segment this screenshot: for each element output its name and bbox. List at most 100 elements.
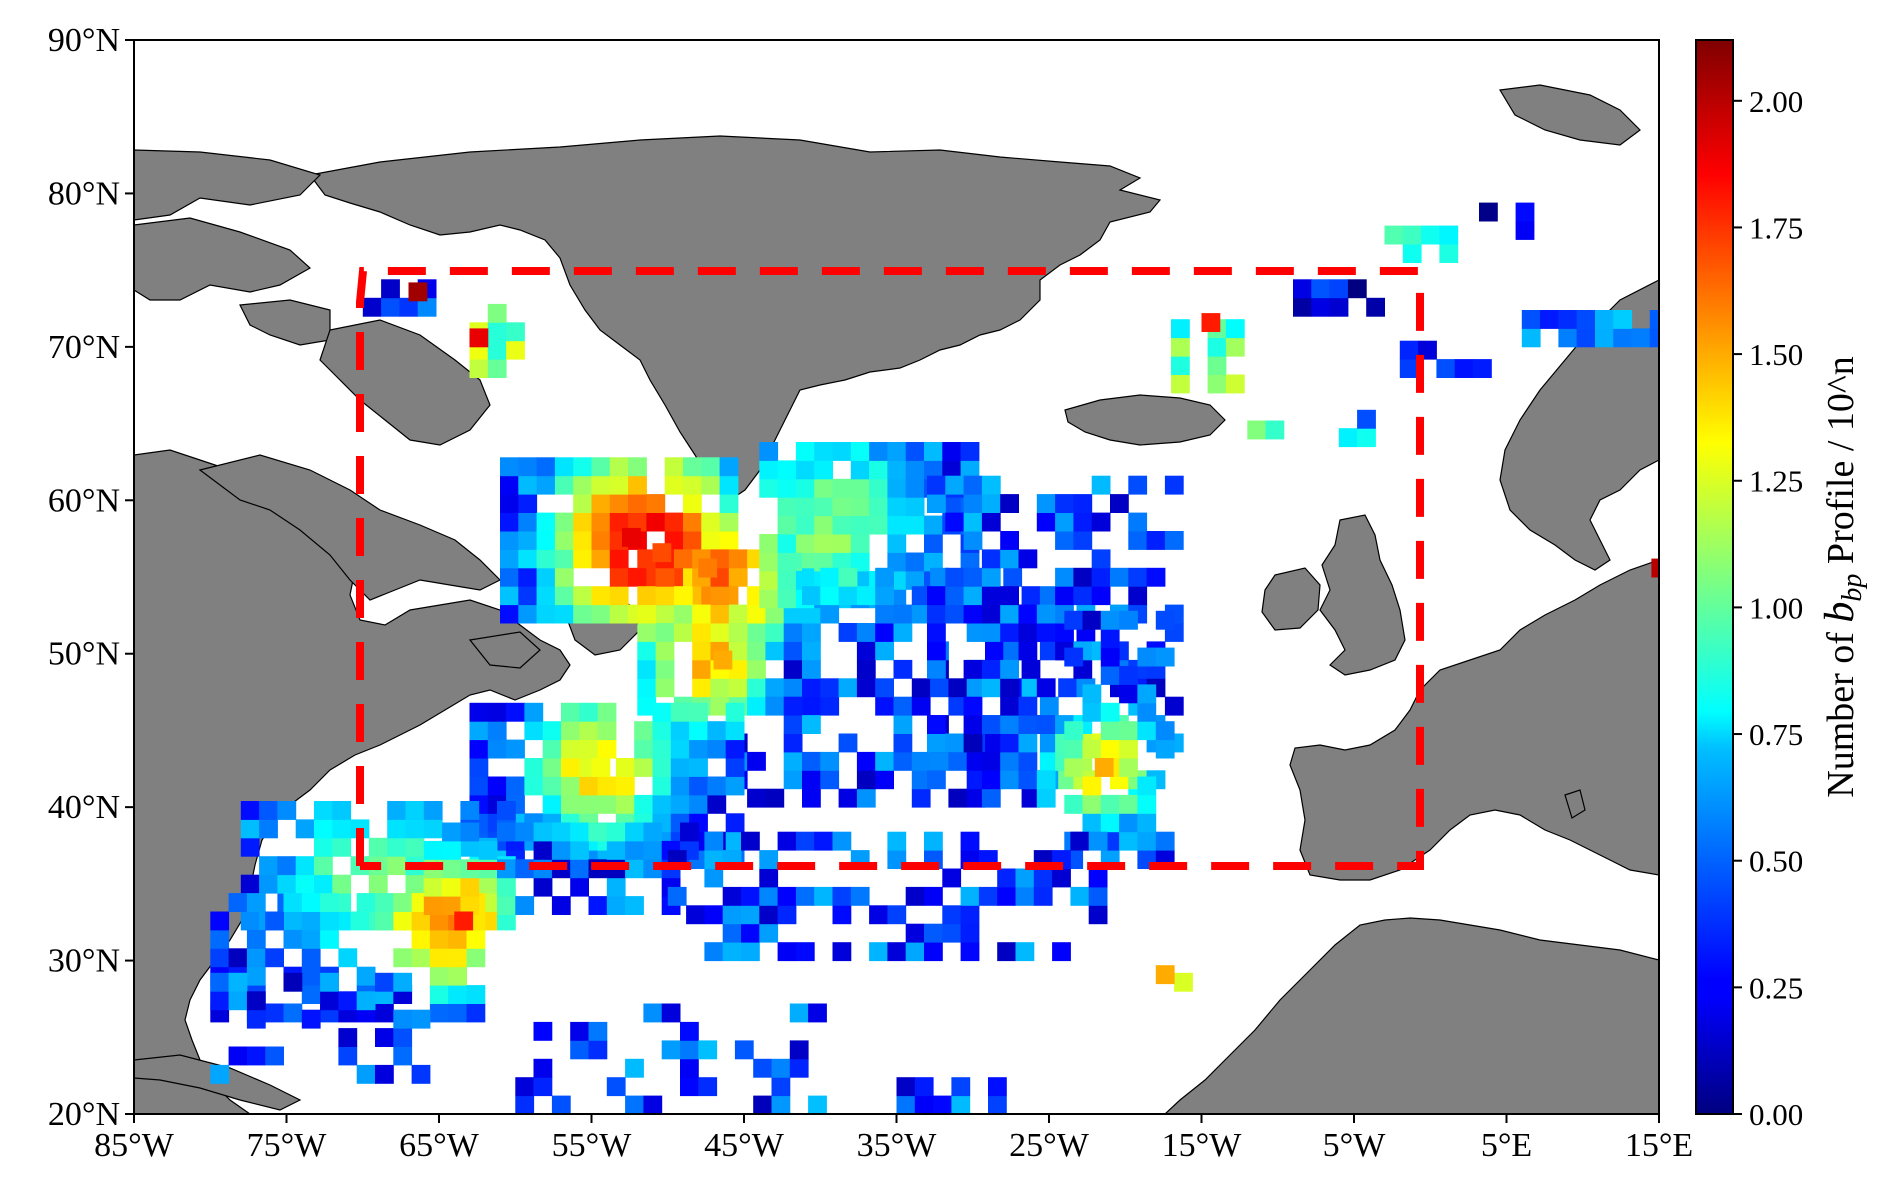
heatmap-cell [295, 874, 315, 894]
heatmap-cell [930, 678, 949, 698]
heatmap-cell [506, 702, 525, 722]
heatmap-cell [533, 1021, 553, 1041]
heatmap-cell [606, 1077, 626, 1097]
heatmap-cell [1100, 666, 1120, 685]
heatmap-cell [1070, 831, 1090, 851]
heatmap-cell [1036, 678, 1056, 698]
heatmap-cell [469, 359, 489, 378]
colorbar: 0.00 0.25 0.50 0.75 1.00 1.25 1.50 1.75 2.00 Num… [1695, 39, 1868, 1132]
heatmap-cell [442, 840, 461, 860]
heatmap-cell [338, 948, 358, 968]
heatmap-cell [637, 641, 657, 661]
heatmap-cell [905, 478, 925, 498]
heatmap-cell [609, 586, 629, 606]
heatmap-cell [579, 794, 599, 814]
heatmap-cell [820, 696, 840, 716]
heatmap-cell [573, 494, 592, 513]
heatmap-cell [246, 929, 266, 949]
heatmap-cell [609, 567, 629, 587]
heatmap-cell [948, 678, 968, 698]
heatmap-cell [893, 715, 913, 734]
heatmap-cell [1171, 356, 1190, 375]
heatmap-cell [1576, 310, 1596, 329]
heatmap-cell [1347, 279, 1367, 299]
landmass-ireland [1261, 567, 1321, 631]
heatmap-cell [945, 567, 965, 587]
heatmap-cell [869, 497, 888, 517]
heatmap-cell [405, 837, 425, 857]
heatmap-cell [814, 534, 833, 553]
heatmap-cell [802, 770, 821, 790]
heatmap-cell [1088, 886, 1108, 906]
heatmap-cell [771, 1077, 791, 1097]
heatmap-cell [625, 896, 644, 915]
heatmap-cell [887, 534, 907, 553]
heatmap-cell [606, 896, 626, 915]
heatmap-cell [597, 702, 617, 722]
heatmap-cell [1479, 202, 1498, 222]
heatmap-cell [777, 942, 797, 962]
heatmap-cell [1137, 702, 1157, 722]
heatmap-cell [1100, 629, 1120, 649]
heatmap-cell [1207, 337, 1227, 357]
heatmap-cell [704, 905, 724, 925]
heatmap-cell [628, 457, 647, 477]
heatmap-cell [759, 478, 779, 498]
heatmap-cell [1100, 739, 1120, 759]
heatmap-cell [561, 758, 580, 777]
heatmap-cell [924, 515, 943, 535]
heatmap-cell [240, 837, 260, 857]
landmass-iceland [1064, 394, 1226, 446]
heatmap-cell [802, 696, 821, 716]
heatmap-cell [375, 972, 394, 992]
heatmap-cell [820, 567, 840, 587]
heatmap-cell [301, 893, 321, 912]
landmass-great-britain [1319, 514, 1406, 676]
heatmap-cell [1018, 549, 1038, 569]
heatmap-cell [1207, 374, 1227, 394]
heatmap-cell [728, 659, 748, 679]
heatmap-cell [487, 322, 507, 342]
heatmap-cell [725, 813, 745, 833]
heatmap-cell [838, 788, 858, 808]
heatmap-cell [356, 991, 376, 1011]
heatmap-cell [1576, 328, 1596, 348]
heatmap-cell [981, 475, 1001, 495]
heatmap-cell [1000, 733, 1019, 753]
heatmap-cell [405, 801, 425, 820]
heatmap-cell [442, 859, 461, 879]
heatmap-cell [927, 641, 946, 661]
heatmap-cell [301, 929, 321, 949]
heatmap-cell [1000, 659, 1019, 679]
heatmap-cell [524, 776, 544, 796]
heatmap-cell [661, 1003, 681, 1023]
heatmap-cell [429, 966, 449, 986]
heatmap-cell [524, 721, 544, 741]
heatmap-cell [753, 1095, 772, 1114]
heatmap-cell [856, 623, 876, 642]
heatmap-cell [704, 942, 724, 962]
heatmap-cell [869, 478, 888, 498]
y-axis: 20°N 30°N 40°N 50°N 60°N 70°N 80°N 90°N [48, 22, 134, 1133]
heatmap-cell [896, 1095, 916, 1114]
heatmap-cell [820, 678, 840, 698]
heatmap-cell [680, 1077, 699, 1097]
heatmap-cell [448, 929, 467, 949]
heatmap-cell [210, 1064, 230, 1084]
heatmap-cell [698, 1040, 718, 1060]
heatmap-cell [506, 322, 525, 342]
heatmap-cell [710, 623, 730, 642]
heatmap-cell [707, 739, 727, 759]
y-tick-label: 70°N [48, 329, 120, 366]
heatmap-cell [741, 923, 760, 943]
heatmap-cell [533, 1058, 553, 1078]
heatmap-cell [747, 696, 766, 716]
y-tick-label: 90°N [48, 22, 120, 59]
heatmap-cell [551, 1095, 571, 1114]
heatmap-cell [628, 512, 647, 532]
heatmap-cell [652, 721, 672, 741]
heatmap-cell [777, 460, 797, 480]
heatmap-cell [423, 801, 443, 820]
heatmap-cell [393, 948, 413, 968]
